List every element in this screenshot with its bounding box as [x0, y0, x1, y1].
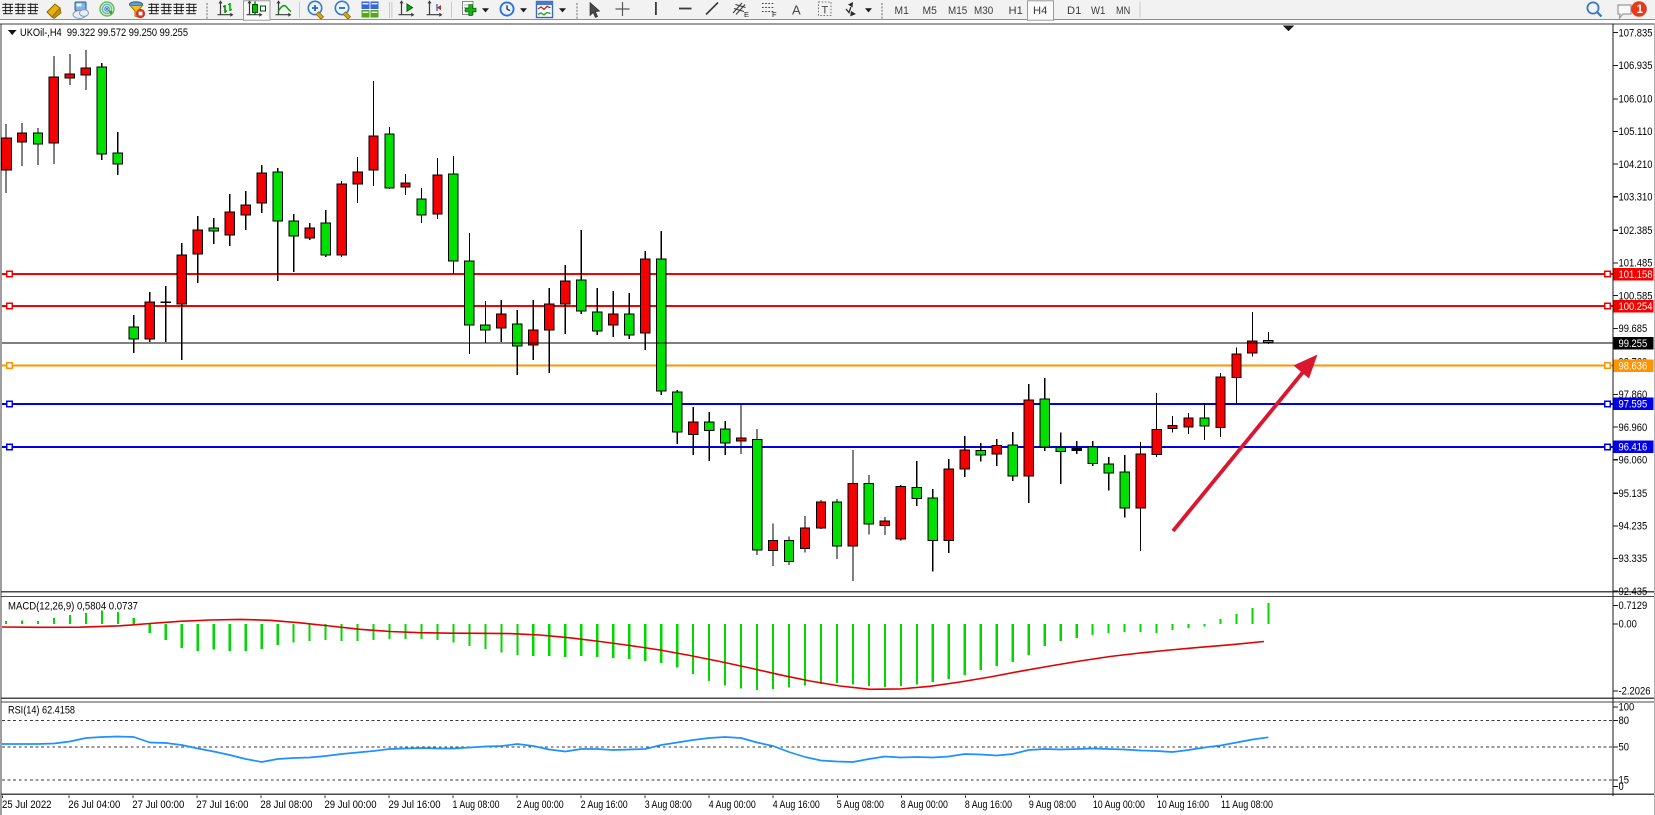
svg-text:1 Aug 08:00: 1 Aug 08:00	[453, 799, 500, 811]
svg-text:9 Aug 08:00: 9 Aug 08:00	[1029, 799, 1076, 811]
svg-text:M1: M1	[895, 5, 909, 17]
svg-text:W1: W1	[1091, 5, 1105, 17]
svg-text:E: E	[744, 10, 749, 19]
svg-text:101.158: 101.158	[1619, 269, 1653, 281]
svg-text:99.685: 99.685	[1619, 323, 1648, 335]
svg-text:11 Aug 08:00: 11 Aug 08:00	[1221, 799, 1273, 811]
svg-text:50: 50	[1619, 742, 1630, 754]
svg-text:92.435: 92.435	[1619, 586, 1648, 598]
svg-text:106.935: 106.935	[1619, 60, 1653, 72]
svg-text:106.010: 106.010	[1619, 94, 1653, 106]
svg-text:4 Aug 16:00: 4 Aug 16:00	[773, 799, 820, 811]
svg-text:100.254: 100.254	[1619, 301, 1653, 313]
svg-text:10 Aug 00:00: 10 Aug 00:00	[1093, 799, 1145, 811]
svg-text:28 Jul 08:00: 28 Jul 08:00	[260, 799, 312, 811]
svg-text:0: 0	[1619, 781, 1624, 793]
svg-text:M15: M15	[948, 5, 967, 17]
svg-text:2 Aug 16:00: 2 Aug 16:00	[581, 799, 628, 811]
svg-text:107.835: 107.835	[1619, 27, 1653, 39]
svg-text:80: 80	[1619, 715, 1630, 727]
svg-text:105.110: 105.110	[1619, 126, 1653, 138]
svg-text:0.7129: 0.7129	[1619, 600, 1648, 612]
svg-text:96.416: 96.416	[1619, 442, 1648, 454]
svg-text:94.235: 94.235	[1619, 521, 1648, 533]
svg-text:MACD(12,26,9) 0,5804 0.0737: MACD(12,26,9) 0,5804 0.0737	[8, 601, 138, 613]
svg-text:29 Jul 00:00: 29 Jul 00:00	[325, 799, 377, 811]
svg-text:UKOil-,H4 99.322 99.572 99.25: UKOil-,H4 99.322 99.572 99.250 99.255	[20, 27, 188, 39]
svg-text:100: 100	[1619, 702, 1635, 714]
svg-text:104.210: 104.210	[1619, 159, 1653, 171]
svg-text:8 Aug 16:00: 8 Aug 16:00	[965, 799, 1012, 811]
svg-text:15: 15	[1619, 775, 1630, 787]
svg-text:93.335: 93.335	[1619, 553, 1648, 565]
svg-text:H4: H4	[1033, 5, 1047, 17]
svg-text:MN: MN	[1116, 5, 1130, 17]
svg-text:8 Aug 00:00: 8 Aug 00:00	[901, 799, 948, 811]
svg-text:101.485: 101.485	[1619, 258, 1653, 270]
svg-text:4 Aug 00:00: 4 Aug 00:00	[709, 799, 756, 811]
svg-text:27 Jul 00:00: 27 Jul 00:00	[132, 799, 184, 811]
svg-text:98.636: 98.636	[1619, 361, 1648, 373]
svg-text:95.135: 95.135	[1619, 488, 1648, 500]
svg-text:M5: M5	[923, 5, 937, 17]
svg-text:-2.2026: -2.2026	[1619, 686, 1651, 698]
svg-text:26 Jul 04:00: 26 Jul 04:00	[68, 799, 120, 811]
svg-text:A: A	[792, 3, 801, 18]
svg-text:T: T	[822, 5, 829, 17]
svg-text:100.585: 100.585	[1619, 290, 1653, 302]
svg-text:103.310: 103.310	[1619, 191, 1653, 203]
svg-text:3 Aug 08:00: 3 Aug 08:00	[645, 799, 692, 811]
svg-text:0.00: 0.00	[1619, 619, 1637, 631]
svg-text:25 Jul 2022: 25 Jul 2022	[2, 799, 52, 811]
svg-text:M30: M30	[974, 5, 993, 17]
svg-text:96.060: 96.060	[1619, 454, 1648, 466]
svg-text:F: F	[772, 10, 777, 19]
svg-text:96.960: 96.960	[1619, 422, 1648, 434]
svg-text:5 Aug 08:00: 5 Aug 08:00	[837, 799, 884, 811]
svg-text:29 Jul 16:00: 29 Jul 16:00	[389, 799, 441, 811]
svg-text:102.385: 102.385	[1619, 225, 1653, 237]
svg-text:2 Aug 00:00: 2 Aug 00:00	[517, 799, 564, 811]
svg-text:H1: H1	[1009, 5, 1023, 17]
svg-text:RSI(14) 62.4158: RSI(14) 62.4158	[8, 705, 75, 717]
svg-text:10 Aug 16:00: 10 Aug 16:00	[1157, 799, 1209, 811]
svg-text:D1: D1	[1067, 5, 1081, 17]
svg-text:97.595: 97.595	[1619, 399, 1648, 411]
svg-text:1: 1	[1637, 4, 1644, 16]
svg-text:99.255: 99.255	[1619, 338, 1648, 350]
svg-text:27 Jul 16:00: 27 Jul 16:00	[196, 799, 248, 811]
